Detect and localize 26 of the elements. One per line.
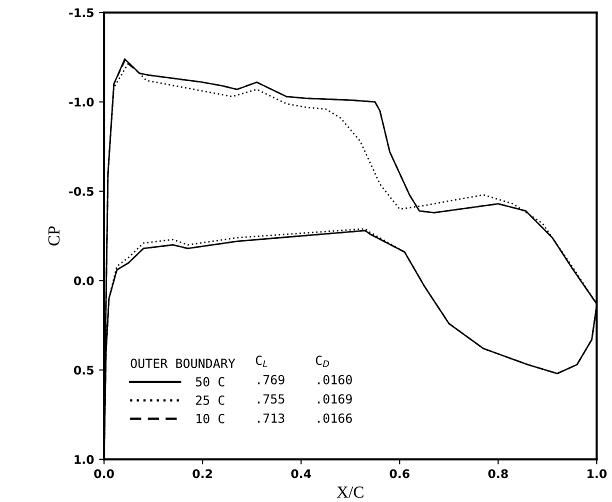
legend-label: 10 C <box>196 414 224 424</box>
y-tick-label: 0.5 <box>74 366 94 375</box>
x-tick-label: 1.0 <box>588 469 607 478</box>
x-tick-label: 0.0 <box>94 469 114 478</box>
y-tick-label: -0.5 <box>69 186 94 196</box>
x-tick-label: 0.8 <box>488 469 508 478</box>
annotation: .769 <box>258 374 284 384</box>
y-tick-label: 1.0 <box>74 455 94 464</box>
x-tick-label: 0.6 <box>390 469 410 478</box>
legend-title: OUTER BOUNDARY <box>130 358 236 368</box>
x-axis-title: X/C <box>336 486 364 498</box>
x-tick-label: 0.4 <box>291 469 312 478</box>
y-tick-label: 0.0 <box>74 276 94 286</box>
y-tick-label: -1.5 <box>69 8 94 18</box>
annotation: .0166 <box>318 413 352 423</box>
annotation: .0160 <box>318 374 352 384</box>
annotation: .0169 <box>318 394 352 404</box>
annotation: C$_{L}$ <box>256 356 268 367</box>
y-axis-title: CP <box>48 226 60 246</box>
y-tick-label: -1.0 <box>69 98 94 107</box>
annotation: C$_{D}$ <box>316 356 330 367</box>
annotation: .713 <box>258 413 284 423</box>
legend-label: 50 C <box>196 377 224 386</box>
x-tick-label: 0.2 <box>192 469 212 478</box>
legend-label: 25 C <box>196 395 224 405</box>
annotation: .755 <box>258 394 284 404</box>
